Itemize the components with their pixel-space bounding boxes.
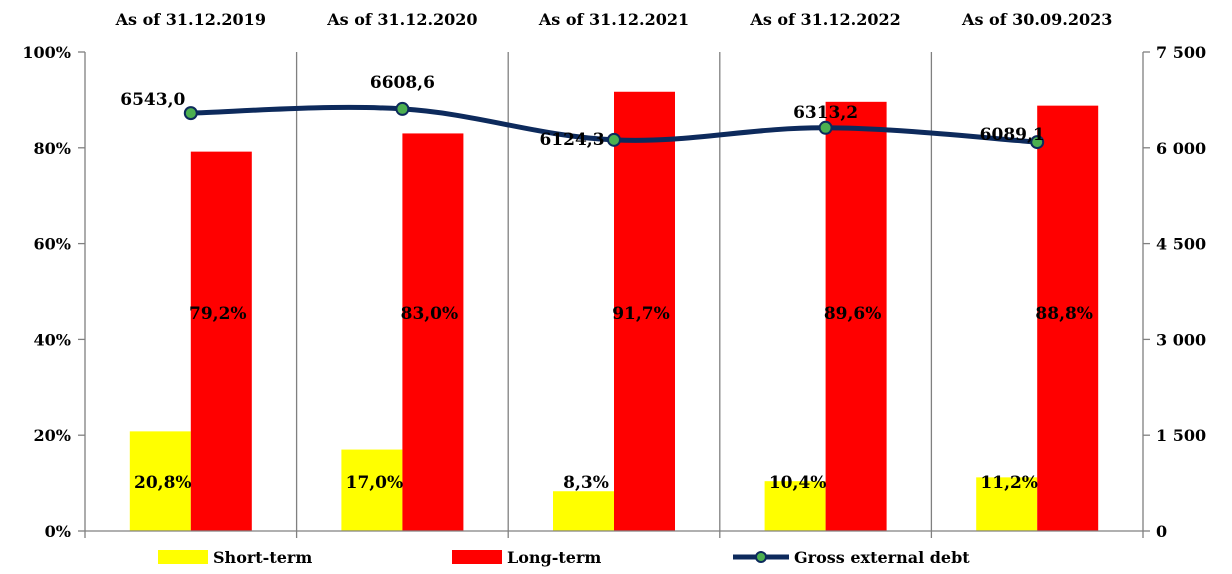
debt-point bbox=[395, 101, 410, 116]
bar-long-term bbox=[1037, 105, 1099, 531]
legend-label-gross-external-debt: Gross external debt bbox=[794, 548, 970, 567]
debt-value-label: 6089,1 bbox=[980, 125, 1045, 145]
bars bbox=[129, 91, 1099, 531]
debt-point bbox=[818, 120, 833, 135]
legend-label-long-term: Long-term bbox=[507, 548, 601, 567]
y-left-tick-label: 80% bbox=[34, 139, 71, 158]
bar-long-term bbox=[825, 101, 887, 531]
y-right-tick-label: 3 000 bbox=[1156, 330, 1206, 349]
short-term-value-label: 11,2% bbox=[980, 473, 1038, 493]
short-term-value-label: 20,8% bbox=[134, 473, 192, 493]
short-term-value-label: 17,0% bbox=[346, 473, 404, 493]
y-right-tick-label: 7 500 bbox=[1156, 43, 1206, 62]
y-left-tick-label: 20% bbox=[34, 426, 71, 445]
short-term-value-label: 8,3% bbox=[563, 473, 609, 493]
y-right-tick-label: 0 bbox=[1156, 522, 1167, 541]
category-label: As of 31.12.2019 bbox=[115, 10, 266, 29]
legend-marker-gross-external-debt bbox=[755, 551, 767, 563]
bar-long-term bbox=[190, 151, 252, 531]
long-term-value-label: 79,2% bbox=[189, 304, 247, 324]
y-right-tick-label: 6 000 bbox=[1156, 139, 1206, 158]
legend: Short-term Long-term Gross external debt bbox=[158, 548, 970, 567]
legend-swatch-long-term bbox=[452, 550, 502, 564]
long-term-value-label: 91,7% bbox=[612, 304, 670, 324]
bar-short-term bbox=[553, 491, 614, 531]
long-term-value-label: 89,6% bbox=[824, 304, 882, 324]
debt-value-label: 6543,0 bbox=[120, 90, 185, 110]
category-label: As of 30.09.2023 bbox=[961, 10, 1112, 29]
bar-long-term bbox=[402, 133, 464, 531]
legend-swatch-short-term bbox=[158, 550, 208, 564]
debt-point bbox=[607, 132, 621, 147]
long-term-value-label: 83,0% bbox=[401, 304, 459, 324]
category-label: As of 31.12.2021 bbox=[538, 10, 689, 29]
category-label: As of 31.12.2020 bbox=[326, 10, 477, 29]
y-left-tick-label: 0% bbox=[45, 522, 71, 541]
debt-value-label: 6313,2 bbox=[793, 103, 858, 123]
bar-short-term bbox=[976, 477, 1038, 531]
debt-line bbox=[183, 101, 1045, 150]
debt-value-label: 6124,3 bbox=[539, 130, 604, 150]
bar-long-term bbox=[614, 91, 675, 531]
axes: 0% 20% 40% 60% 80% 100% 0 1 500 3 000 4 500 6 000 7… bbox=[22, 43, 1206, 541]
legend-label-short-term: Short-term bbox=[213, 548, 312, 567]
bar-short-term bbox=[341, 449, 403, 531]
y-left-tick-label: 40% bbox=[34, 330, 71, 349]
debt-value-label: 6608,6 bbox=[370, 73, 435, 93]
debt-point bbox=[183, 106, 198, 121]
category-label: As of 31.12.2022 bbox=[749, 10, 900, 29]
short-term-value-label: 10,4% bbox=[769, 473, 827, 493]
bar-short-term bbox=[764, 481, 826, 531]
debt-point bbox=[1030, 135, 1045, 150]
long-term-value-label: 88,8% bbox=[1035, 304, 1093, 324]
y-left-tick-label: 60% bbox=[34, 235, 71, 254]
y-left-tick-label: 100% bbox=[22, 43, 71, 62]
bar-short-term bbox=[129, 431, 191, 531]
y-right-tick-label: 4 500 bbox=[1156, 235, 1206, 254]
y-right-tick-label: 1 500 bbox=[1156, 426, 1206, 445]
labels: As of 31.12.2019 As of 31.12.2020 As of 31… bbox=[115, 10, 1113, 493]
